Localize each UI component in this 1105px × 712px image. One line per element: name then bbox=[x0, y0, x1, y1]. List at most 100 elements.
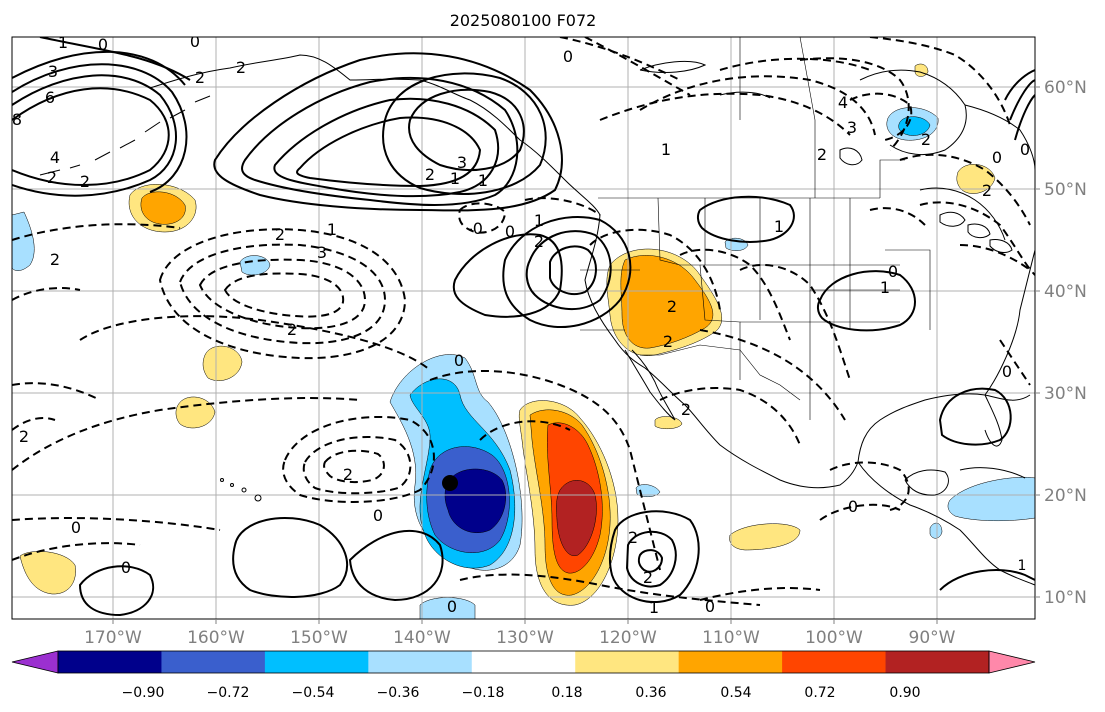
coastlines bbox=[39, 54, 1035, 586]
contour-label: 2 bbox=[343, 465, 353, 484]
colorbar-frame bbox=[57, 650, 990, 674]
colorbar-extend-min bbox=[11, 650, 59, 674]
colorbar: −0.90 −0.72 −0.54 −0.36 −0.18 0.18 0.36 … bbox=[11, 650, 1036, 701]
contour-label: 0 bbox=[563, 47, 573, 66]
colorbar-segment bbox=[161, 651, 266, 673]
lon-label: 130°W bbox=[496, 628, 554, 648]
contour-label: 2 bbox=[982, 181, 992, 200]
contour-label: 2 bbox=[817, 145, 827, 164]
contour-label: 1 bbox=[661, 140, 671, 159]
storm-center-marker bbox=[442, 475, 458, 491]
colorbar-tick-labels: −0.90 −0.72 −0.54 −0.36 −0.18 0.18 0.36 … bbox=[122, 685, 921, 701]
map-area: 1 0 3 6 8 4 2 2 0 2 2 3 2 1 1 0 -0 1 2 2… bbox=[12, 32, 1035, 619]
contour-label: 2 bbox=[50, 250, 60, 269]
lon-label: 150°W bbox=[290, 628, 348, 648]
contour-label: 0 bbox=[705, 597, 715, 616]
lat-label: 50°N bbox=[1044, 180, 1087, 200]
positive-anomaly-small-3 bbox=[19, 551, 76, 595]
graticule bbox=[12, 37, 1035, 619]
negative-anomaly-small-7 bbox=[929, 522, 943, 539]
lon-label: 120°W bbox=[599, 628, 657, 648]
positive-anomaly-pacific-nw-core bbox=[140, 191, 186, 225]
contour-label: 2 bbox=[628, 528, 638, 547]
contour-label: 4 bbox=[50, 148, 60, 167]
colorbar-tick-label: −0.90 bbox=[122, 685, 165, 701]
positive-anomaly-small-2 bbox=[175, 396, 216, 429]
colorbar-segment bbox=[58, 651, 162, 673]
contours-positive bbox=[12, 37, 1035, 617]
contour-label: 2 bbox=[195, 68, 205, 87]
contour-label: 1 bbox=[1018, 558, 1027, 574]
colorbar-segment bbox=[471, 651, 576, 673]
contour-label: 0 bbox=[121, 558, 131, 577]
contour-label: 0 bbox=[1020, 140, 1030, 159]
positive-anomaly-west-us-mid bbox=[620, 255, 714, 349]
contour-label: 0 bbox=[71, 518, 81, 537]
positive-anomaly-small-1 bbox=[202, 345, 243, 381]
negative-anomaly-small-4 bbox=[419, 597, 476, 619]
contour-label: 1 bbox=[478, 171, 488, 190]
contour-label: 1 bbox=[649, 598, 659, 617]
colorbar-extend-max bbox=[988, 650, 1036, 674]
colorbar-segment bbox=[885, 651, 990, 673]
colorbar-segment bbox=[575, 651, 680, 673]
colorbar-tick-label: 0.90 bbox=[889, 685, 920, 701]
colorbar-segment bbox=[264, 651, 369, 673]
contour-label: 2 bbox=[80, 172, 90, 191]
latitude-labels: 60°N 50°N 40°N 30°N 20°N 10°N bbox=[1044, 78, 1087, 608]
negative-anomaly-core bbox=[444, 468, 506, 534]
contour-label: -0 bbox=[467, 219, 483, 238]
contour-label: 0 bbox=[454, 351, 464, 370]
positive-anomaly-small-5 bbox=[956, 164, 996, 194]
contour-label: 3 bbox=[317, 243, 327, 262]
contour-label: 2 bbox=[643, 568, 653, 587]
contour-label: 0 bbox=[848, 497, 858, 516]
contour-label: 2 bbox=[534, 232, 544, 251]
positive-anomaly-small-4 bbox=[729, 523, 801, 551]
lat-label: 30°N bbox=[1044, 384, 1087, 404]
contour-label: 0 bbox=[505, 222, 515, 241]
contour-label: 0 bbox=[98, 35, 108, 54]
negative-anomaly-small-3 bbox=[947, 476, 1035, 522]
lat-label: 20°N bbox=[1044, 486, 1087, 506]
colorbar-tick-label: 0.36 bbox=[635, 685, 666, 701]
map-frame bbox=[11, 36, 1036, 620]
lon-label: 110°W bbox=[702, 628, 760, 648]
contour-label: 1 bbox=[327, 220, 337, 239]
contour-label: 2 bbox=[425, 165, 435, 184]
colorbar-tick-label: −0.18 bbox=[462, 685, 505, 701]
colorbar-segment bbox=[368, 651, 473, 673]
colorbar-tick-label: −0.36 bbox=[377, 685, 420, 701]
contour-label: 0 bbox=[190, 32, 200, 51]
shaded-anomaly-fields bbox=[12, 63, 1035, 619]
positive-anomaly-small-6 bbox=[914, 63, 929, 77]
contour-label-layer: 1 0 3 6 8 4 2 2 0 2 2 3 2 1 1 0 -0 1 2 2… bbox=[12, 32, 1030, 617]
contour-label: 0 bbox=[373, 506, 383, 525]
contour-label: 8 bbox=[12, 110, 22, 129]
contour-label: 4 bbox=[838, 93, 848, 112]
contour-label: 3 bbox=[847, 118, 857, 137]
lon-label: 140°W bbox=[393, 628, 451, 648]
contour-label: 1 bbox=[534, 211, 544, 230]
contour-label: 1 bbox=[774, 217, 784, 236]
colorbar-tick-label: 0.18 bbox=[551, 685, 582, 701]
contour-label: 2 bbox=[19, 427, 29, 446]
contour-label: 2 bbox=[921, 130, 931, 149]
colorbar-tick-label: −0.72 bbox=[207, 685, 250, 701]
colorbar-segment bbox=[678, 651, 783, 673]
lat-label: 10°N bbox=[1044, 588, 1087, 608]
lat-label: 60°N bbox=[1044, 78, 1087, 98]
colorbar-segments bbox=[11, 650, 1036, 674]
contour-label: 3 bbox=[48, 62, 58, 81]
colorbar-tick-label: −0.54 bbox=[292, 685, 335, 701]
figure-title: 2025080100 F072 bbox=[450, 11, 597, 30]
contour-label: 1 bbox=[880, 278, 890, 297]
lon-label: 160°W bbox=[187, 628, 245, 648]
lon-label: 170°W bbox=[84, 628, 142, 648]
contour-label: 2 bbox=[667, 297, 677, 316]
contour-label: 0 bbox=[888, 262, 898, 281]
contour-label: 3 bbox=[457, 153, 467, 172]
contour-label: 1 bbox=[58, 33, 68, 52]
lon-label: 90°W bbox=[909, 628, 956, 648]
